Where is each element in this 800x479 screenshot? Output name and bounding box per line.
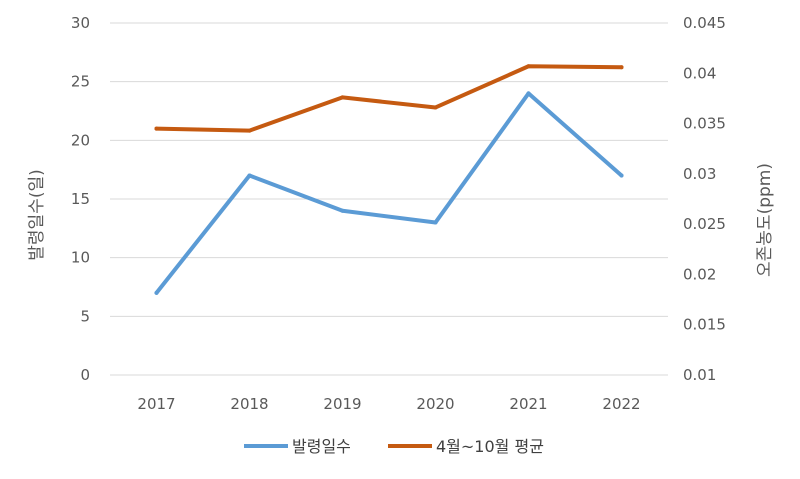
gridlines xyxy=(110,22,668,376)
legend-label-issuance-days: 발령일수 xyxy=(292,437,351,456)
x-tick-label: 2021 xyxy=(509,395,547,413)
data-point-0 xyxy=(247,173,252,178)
x-tick-label: 2022 xyxy=(602,395,640,413)
x-tick-label: 2018 xyxy=(230,395,268,413)
data-point-0 xyxy=(433,220,438,225)
data-point-0 xyxy=(154,290,159,295)
data-point-1 xyxy=(340,95,345,100)
right-tick-label: 0.025 xyxy=(683,215,726,233)
right-tick-label: 0.035 xyxy=(683,115,726,133)
legend-label-apr-oct-avg: 4월~10월 평균 xyxy=(436,437,544,456)
data-point-1 xyxy=(433,105,438,110)
left-tick-label: 20 xyxy=(71,131,90,149)
series-lines xyxy=(154,64,624,295)
series-line-0 xyxy=(154,91,624,295)
data-point-1 xyxy=(526,64,531,69)
left-axis-ticks: 0 5 10 15 20 25 30 xyxy=(71,14,90,384)
left-tick-label: 15 xyxy=(71,190,90,208)
left-tick-label: 30 xyxy=(71,14,90,32)
left-tick-label: 25 xyxy=(71,73,90,91)
data-point-1 xyxy=(619,65,624,70)
data-point-0 xyxy=(619,173,624,178)
x-axis-ticks: 2017 2018 2019 2020 2021 2022 xyxy=(137,395,640,413)
series-line-1 xyxy=(154,64,624,133)
x-tick-label: 2019 xyxy=(323,395,361,413)
data-point-1 xyxy=(247,128,252,133)
legend: 발령일수 4월~10월 평균 xyxy=(244,437,544,456)
data-point-0 xyxy=(340,208,345,213)
left-tick-label: 5 xyxy=(80,307,90,325)
right-tick-label: 0.03 xyxy=(683,165,716,183)
data-point-1 xyxy=(154,126,159,131)
right-axis-ticks: 0.01 0.015 0.02 0.025 0.03 0.035 0.04 0.045 xyxy=(683,14,726,384)
x-tick-label: 2017 xyxy=(137,395,175,413)
right-tick-label: 0.015 xyxy=(683,316,726,334)
left-axis-title: 발령일수(일) xyxy=(27,169,47,260)
data-point-0 xyxy=(526,91,531,96)
right-tick-label: 0.01 xyxy=(683,366,716,384)
x-tick-label: 2020 xyxy=(416,395,454,413)
left-tick-label: 0 xyxy=(80,366,90,384)
right-tick-label: 0.02 xyxy=(683,265,716,283)
right-tick-label: 0.04 xyxy=(683,64,716,82)
right-tick-label: 0.045 xyxy=(683,14,726,32)
left-tick-label: 10 xyxy=(71,249,90,267)
right-axis-title: 오존농도(ppm) xyxy=(755,163,775,277)
